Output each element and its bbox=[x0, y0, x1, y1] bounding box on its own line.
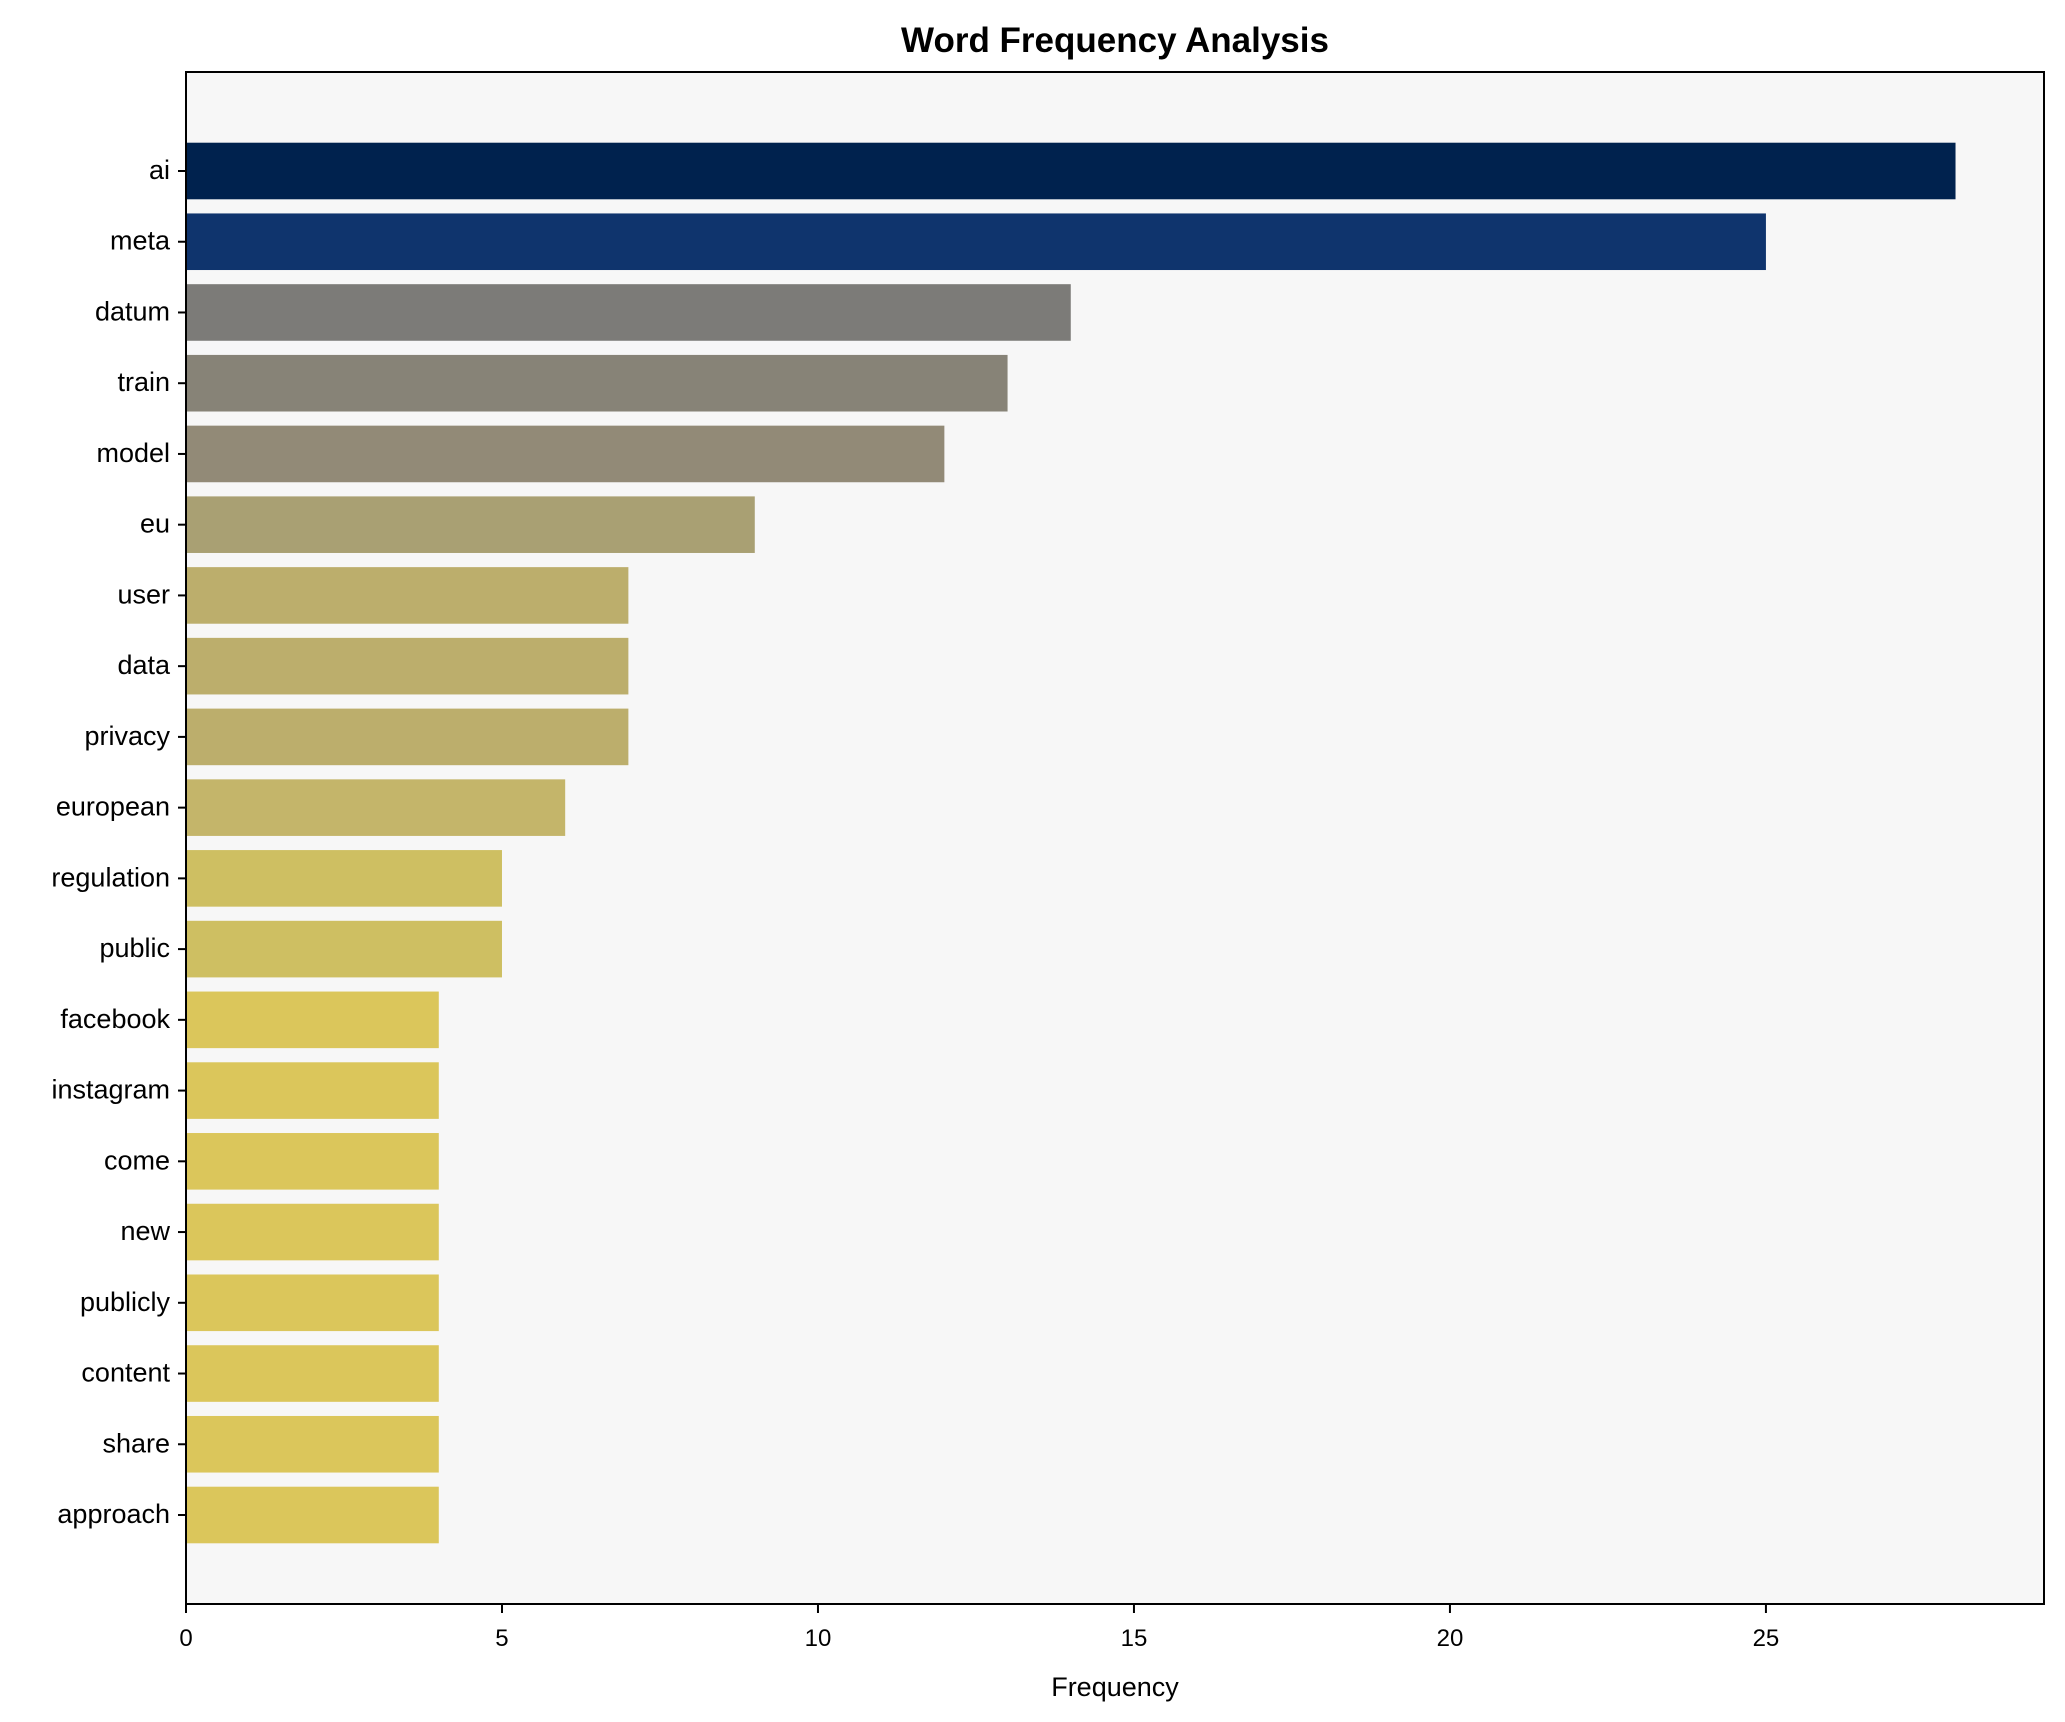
y-tick-label: user bbox=[117, 579, 170, 609]
bar-european bbox=[186, 779, 566, 836]
y-tick-label: come bbox=[104, 1145, 170, 1175]
x-tick-label: 0 bbox=[179, 1625, 192, 1652]
y-tick-label: data bbox=[117, 650, 171, 680]
y-tick-label: facebook bbox=[60, 1004, 170, 1034]
bar-public bbox=[186, 920, 502, 978]
x-tick-label: 10 bbox=[805, 1625, 832, 1652]
bar-regulation bbox=[186, 850, 502, 907]
chart-title: Word Frequency Analysis bbox=[901, 21, 1329, 60]
bar-meta bbox=[186, 213, 1766, 271]
bar-instagram bbox=[186, 1062, 439, 1119]
bar-ai bbox=[186, 142, 1956, 200]
y-tick-label: ai bbox=[149, 155, 170, 185]
y-tick-label: publicly bbox=[80, 1287, 171, 1317]
plot-frame bbox=[185, 71, 2045, 1605]
y-tick-label: public bbox=[99, 933, 170, 963]
bar-new bbox=[186, 1203, 439, 1261]
bar-facebook bbox=[186, 991, 439, 1049]
bar-publicly bbox=[186, 1274, 439, 1332]
x-axis-label: Frequency bbox=[1051, 1672, 1179, 1702]
y-tick-label: datum bbox=[95, 296, 170, 326]
y-tick-label: regulation bbox=[51, 862, 170, 892]
x-tick-label: 15 bbox=[1121, 1625, 1148, 1652]
bar-share bbox=[186, 1415, 439, 1473]
y-tick-label: model bbox=[96, 438, 170, 468]
bar-come bbox=[186, 1133, 439, 1190]
x-tick-label: 5 bbox=[495, 1625, 508, 1652]
bar-data bbox=[186, 637, 629, 695]
bar-eu bbox=[186, 496, 755, 553]
bar-user bbox=[186, 567, 629, 624]
y-tick-label: privacy bbox=[84, 721, 170, 751]
y-tick-label: share bbox=[102, 1428, 170, 1458]
y-tick-label: approach bbox=[57, 1499, 170, 1529]
x-tick-label: 20 bbox=[1437, 1625, 1464, 1652]
bar-datum bbox=[186, 284, 1071, 341]
y-tick-label: instagram bbox=[51, 1075, 170, 1105]
y-tick-label: content bbox=[81, 1358, 170, 1388]
bar-train bbox=[186, 354, 1008, 412]
bar-approach bbox=[186, 1486, 439, 1544]
y-tick-label: european bbox=[56, 792, 170, 822]
bar-content bbox=[186, 1345, 439, 1402]
y-tick-label: eu bbox=[140, 509, 170, 539]
y-tick-label: new bbox=[120, 1216, 170, 1246]
x-tick-label: 25 bbox=[1753, 1625, 1780, 1652]
y-tick-label: train bbox=[117, 367, 170, 397]
bar-privacy bbox=[186, 708, 629, 766]
bar-model bbox=[186, 425, 945, 483]
y-tick-label: meta bbox=[110, 226, 171, 256]
